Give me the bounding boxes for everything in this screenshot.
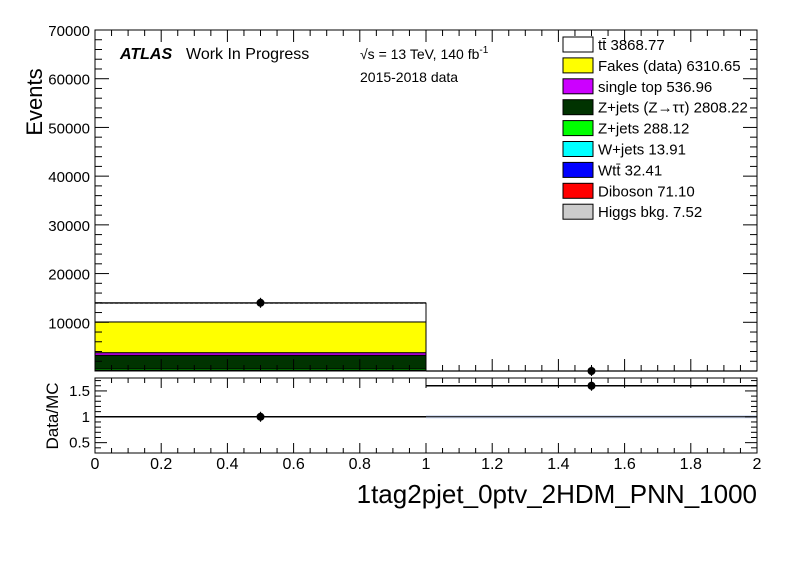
legend-swatch-1: [563, 58, 593, 73]
main-y-tick-label-5: 60000: [48, 72, 90, 89]
main-y-tick-label-2: 30000: [48, 218, 90, 235]
status-label: Work In Progress: [186, 46, 309, 63]
ratio-y-tick-label-0: 0.5: [69, 435, 90, 452]
x-tick-label-9: 1.8: [680, 456, 702, 473]
legend-swatch-4: [563, 121, 593, 136]
legend-swatch-6: [563, 162, 593, 177]
data-period-label: 2015-2018 data: [360, 69, 458, 85]
legend-swatch-7: [563, 183, 593, 198]
legend-label-1: Fakes (data) 6310.65: [598, 58, 741, 75]
x-tick-label-0: 0: [91, 456, 100, 473]
main-y-tick-label-4: 50000: [48, 120, 90, 137]
legend-swatch-0: [563, 37, 593, 52]
atlas-label: ATLAS: [119, 46, 172, 63]
legend-label-2: single top 536.96: [598, 79, 712, 96]
main-y-tick-label-6: 70000: [48, 23, 90, 40]
x-tick-label-8: 1.6: [613, 456, 635, 473]
legend-label-8: Higgs bkg. 7.52: [598, 204, 702, 221]
legend-label-3: Z+jets (Z→ττ) 2808.22: [598, 100, 748, 117]
main-y-tick-label-1: 20000: [48, 267, 90, 284]
legend-label-5: W+jets 13.91: [598, 142, 686, 159]
legend-swatch-2: [563, 79, 593, 94]
bar-7-bin-0: [95, 322, 426, 353]
ratio-point-0: [257, 413, 265, 421]
legend-label-7: Diboson 71.10: [598, 183, 695, 200]
legend-swatch-5: [563, 142, 593, 157]
main-y-tick-label-0: 10000: [48, 315, 90, 332]
x-tick-label-2: 0.4: [216, 456, 238, 473]
main-y-tick-label-3: 40000: [48, 169, 90, 186]
x-tick-label-4: 0.8: [349, 456, 371, 473]
x-tick-label-1: 0.2: [150, 456, 172, 473]
legend-swatch-3: [563, 100, 593, 115]
x-tick-label-6: 1.2: [481, 456, 503, 473]
legend-swatch-8: [563, 204, 593, 219]
x-tick-label-7: 1.4: [547, 456, 569, 473]
legend-label-0: tt̄ 3868.77: [598, 37, 665, 54]
stacked-bars: [95, 303, 426, 371]
ratio-y-axis-label: Data/MC: [43, 382, 62, 449]
ratio-y-tick-label-2: 1.5: [69, 383, 90, 400]
data-point-0: [257, 299, 265, 307]
ratio-y-tick-label-1: 1: [82, 409, 90, 426]
x-tick-label-3: 0.6: [282, 456, 304, 473]
x-tick-label-10: 2: [753, 456, 762, 473]
energy-label: √s = 13 TeV, 140 fb-1: [360, 45, 489, 62]
x-tick-label-5: 1: [422, 456, 431, 473]
main-y-axis-label: Events: [22, 68, 47, 135]
x-axis-label: 1tag2pjet_0ptv_2HDM_PNN_1000: [357, 479, 757, 509]
legend-label-6: Wtt̄ 32.41: [598, 162, 662, 179]
legend-label-4: Z+jets 288.12: [598, 121, 689, 138]
data-point-1: [588, 367, 596, 375]
